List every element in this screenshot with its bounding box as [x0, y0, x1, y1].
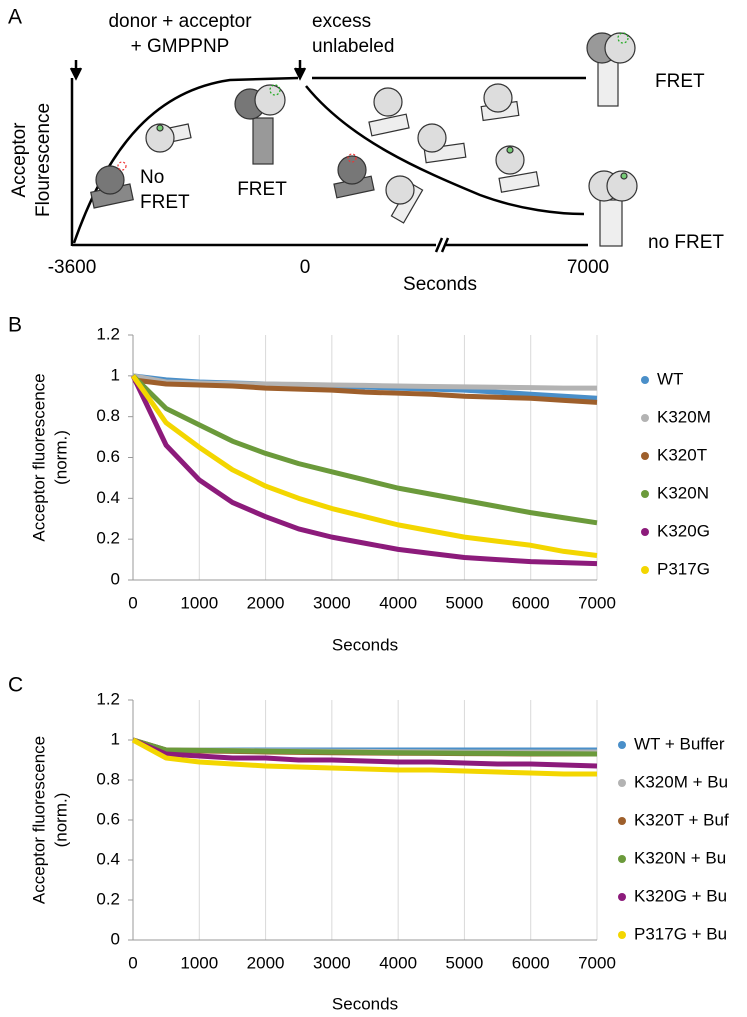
y-tick-label: 0.4	[96, 488, 120, 507]
annotation: unlabeled	[312, 36, 394, 57]
annotation: No	[140, 167, 164, 188]
panel-label: C	[8, 674, 23, 697]
annotation: FRET	[140, 192, 190, 213]
y-tick-label: 0.6	[96, 809, 120, 828]
legend-label: WT + Buffer	[634, 734, 725, 753]
x-tick-label: 7000	[567, 257, 609, 278]
protein-cartoons	[90, 32, 638, 247]
annotation: donor + acceptor	[108, 11, 252, 32]
x-tick-label: 2000	[247, 953, 285, 972]
y-axis-label: (norm.)	[51, 793, 70, 848]
schematic-lines	[69, 60, 588, 253]
x-tick-label: 6000	[512, 593, 550, 612]
x-tick-label: 3000	[313, 593, 351, 612]
legend-label: P317G	[657, 559, 710, 578]
legend-label: K320G + Bu	[634, 886, 727, 905]
y-tick-label: 0.4	[96, 849, 120, 868]
legend-marker	[641, 566, 649, 574]
x-tick-label: 5000	[446, 593, 484, 612]
x-tick-label: 3000	[313, 953, 351, 972]
y-tick-label: 1.2	[96, 689, 120, 708]
legend-marker	[618, 855, 626, 863]
x-tick-label: 0	[300, 257, 311, 278]
legend-label: K320G	[657, 521, 710, 540]
y-tick-label: 1	[111, 729, 120, 748]
y-axis-label: (norm.)	[51, 430, 70, 485]
x-tick-label: 5000	[446, 953, 484, 972]
y-tick-label: 0.6	[96, 447, 120, 466]
schematic: A donor + acceptor + GMPPNP excess unlab…	[8, 6, 724, 295]
legend-marker	[641, 452, 649, 460]
x-tick-label: 0	[128, 953, 137, 972]
x-tick-label: 1000	[180, 953, 218, 972]
x-axis-label: Seconds	[403, 274, 477, 295]
series-line	[131, 374, 598, 526]
legend-label: K320N + Bu	[634, 848, 726, 867]
series-line	[132, 737, 598, 769]
x-axis-label: Seconds	[332, 994, 398, 1013]
x-tick-label: 6000	[512, 953, 550, 972]
y-axis-label: Flourescence	[33, 103, 54, 217]
y-tick-label: 0.8	[96, 769, 120, 788]
series-line	[132, 377, 598, 405]
legend-marker	[618, 741, 626, 749]
panel-label: B	[8, 314, 22, 337]
legend-label: P317G + Bu	[634, 924, 727, 943]
x-tick-label: 4000	[379, 953, 417, 972]
y-tick-label: 1	[111, 365, 120, 384]
x-tick-label: 7000	[578, 953, 616, 972]
annotation: FRET	[237, 179, 287, 200]
x-tick-label: 0	[128, 593, 137, 612]
legend-label: K320M	[657, 407, 711, 426]
legend-marker	[618, 779, 626, 787]
annotation: excess	[312, 11, 371, 32]
x-tick-label: -3600	[48, 257, 97, 278]
annotation: + GMPPNP	[131, 36, 230, 57]
x-tick-label: 7000	[578, 593, 616, 612]
annotation: FRET	[655, 71, 705, 92]
legend-label: K320M + Bu	[634, 772, 728, 791]
y-tick-label: 0	[111, 569, 120, 588]
legend-marker	[618, 817, 626, 825]
y-tick-label: 1.2	[96, 324, 120, 343]
panel-label: A	[8, 6, 22, 29]
y-tick-label: 0.2	[96, 889, 120, 908]
y-tick-label: 0.8	[96, 406, 120, 425]
series-line	[130, 374, 598, 558]
x-tick-label: 1000	[180, 593, 218, 612]
x-axis-label: Seconds	[332, 635, 398, 654]
y-tick-label: 0.2	[96, 529, 120, 548]
legend-marker	[641, 528, 649, 536]
x-tick-label: 4000	[379, 593, 417, 612]
legend-label: K320T + Buf	[634, 810, 729, 829]
legend-label: K320N	[657, 483, 709, 502]
annotation: no FRET	[648, 232, 724, 253]
legend-marker	[641, 376, 649, 384]
legend-label: WT	[657, 369, 683, 388]
series-line	[132, 737, 598, 757]
x-tick-label: 2000	[247, 593, 285, 612]
y-axis-label: Acceptor	[9, 122, 30, 198]
series-line	[130, 374, 598, 567]
legend-label: K320T	[657, 445, 707, 464]
legend-marker	[618, 893, 626, 901]
series-line	[131, 737, 597, 777]
y-tick-label: 0	[111, 929, 120, 948]
y-axis-label: Acceptor fluorescence	[29, 373, 48, 541]
legend-marker	[641, 490, 649, 498]
legend-marker	[641, 414, 649, 422]
legend-marker	[618, 931, 626, 939]
y-axis-label: Acceptor fluorescence	[29, 736, 48, 904]
